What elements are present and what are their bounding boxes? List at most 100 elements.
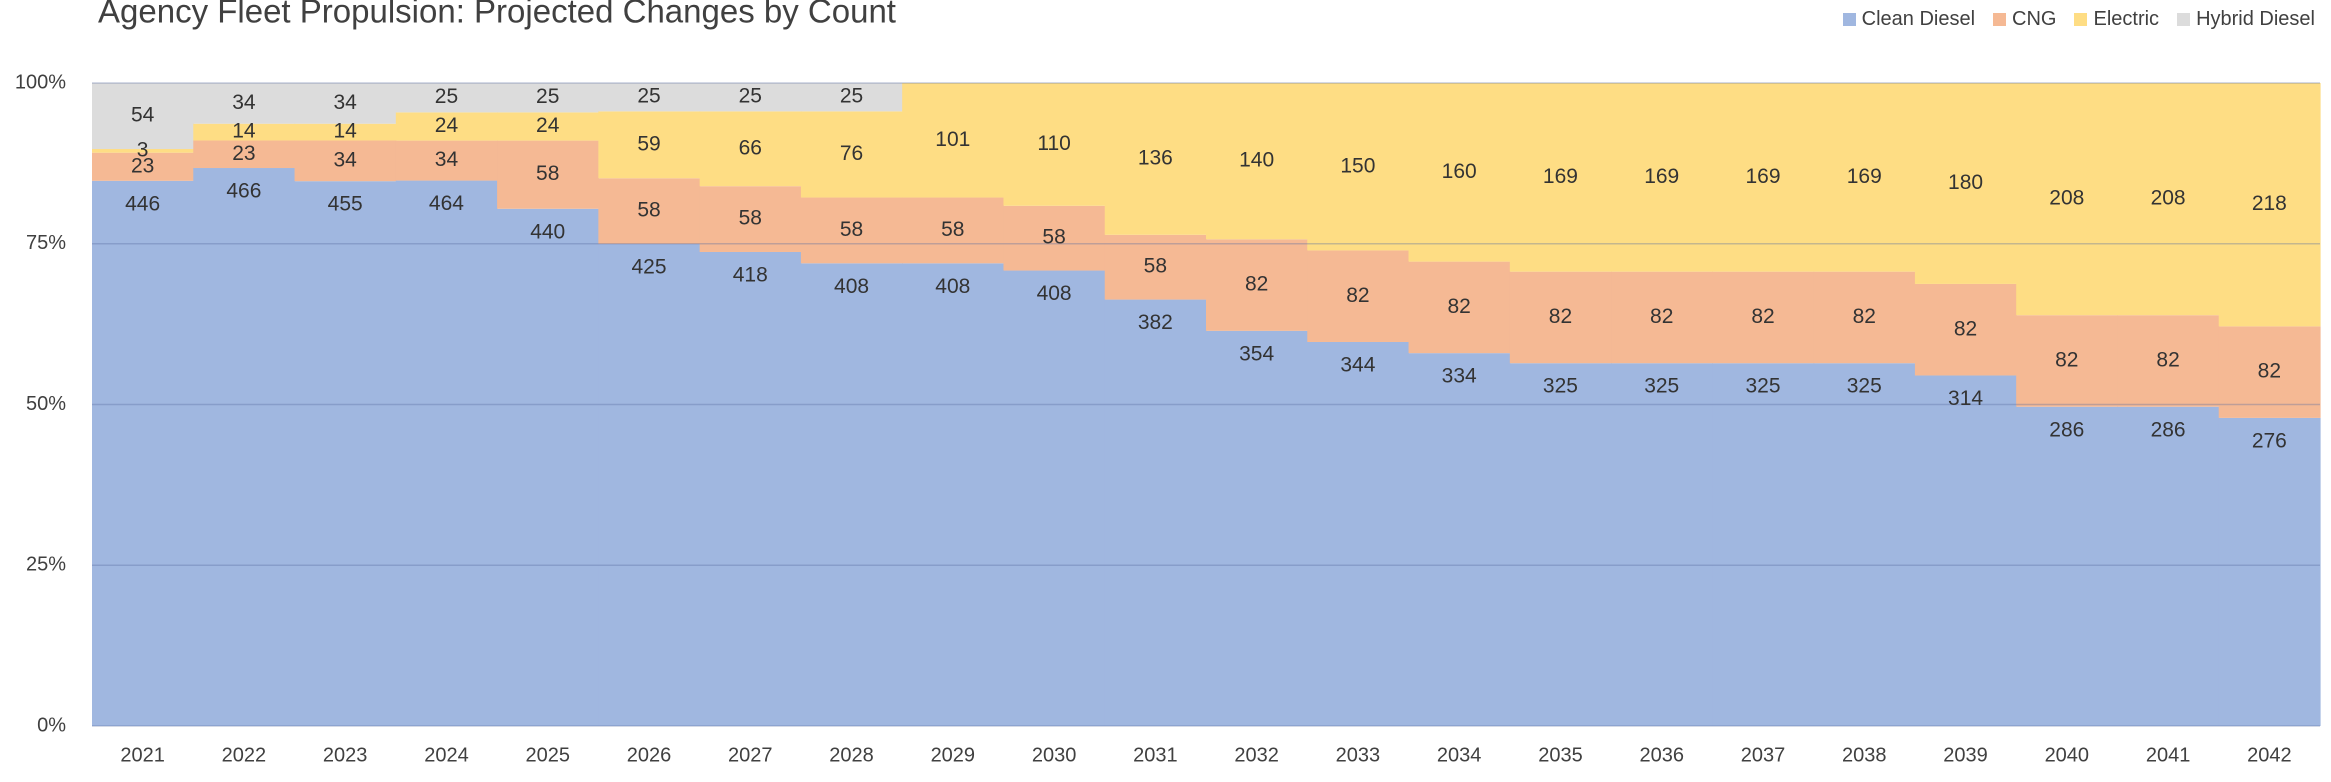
y-tick-label: 0% [37,714,66,736]
data-label: 24 [435,114,459,137]
x-tick-label: 2033 [1336,744,1381,766]
area-segment [2016,83,2119,316]
data-label: 58 [1144,255,1167,278]
data-label: 354 [1239,342,1274,365]
area-segment [1813,83,1916,272]
y-tick-label: 100% [15,71,66,93]
legend-item: Hybrid Diesel [2177,8,2315,31]
grid [92,82,2320,727]
area-segment [1509,363,1612,726]
y-tick-label: 50% [26,393,66,415]
data-label: 82 [2156,349,2179,372]
x-tick-label: 2037 [1741,744,1786,766]
legend-item: CNG [1993,8,2056,31]
legend-label: Electric [2093,8,2160,30]
area-segment [497,140,599,209]
x-tick-label: 2041 [2146,744,2191,766]
area-segment [92,152,194,181]
area-segment [800,83,903,112]
data-label: 110 [1037,132,1070,155]
data-label: 325 [1847,375,1882,398]
area-segment [193,168,296,726]
data-label: 82 [1650,305,1673,328]
x-tick-label: 2025 [525,744,570,766]
data-label: 455 [328,193,363,216]
area-segment [395,140,498,181]
x-tick-label: 2032 [1234,744,1279,766]
area-segment [1813,363,1916,726]
legend-label: CNG [2012,8,2057,30]
area-segment [1307,341,1410,726]
x-tick-label: 2034 [1437,744,1482,766]
legend-label: Clean Diesel [1861,8,1976,30]
data-label: 25 [637,85,660,108]
x-tick-label: 2021 [120,744,165,766]
area-segment [1104,83,1207,235]
data-label: 208 [2151,187,2186,210]
area-segment [2218,326,2321,418]
area-segment [92,83,194,150]
data-label: 446 [125,192,160,215]
x-tick-label: 2031 [1133,744,1178,766]
area-segment [1509,83,1612,272]
legend-swatch [1842,13,1856,26]
area-segment [2117,315,2220,407]
area-segment [497,83,599,113]
x-tick-label: 2035 [1538,744,1583,766]
data-label: 169 [1847,165,1882,188]
area-segment [902,83,1005,198]
data-label: 25 [435,85,458,108]
area-segment [1003,270,1106,726]
data-label: 82 [1245,273,1268,296]
area-segment [699,186,802,252]
data-label: 82 [1346,284,1369,307]
y-tick-label: 75% [26,232,66,254]
data-label: 440 [530,220,565,243]
area-segment [193,140,296,169]
area-segment [294,181,397,726]
area-segment [1206,83,1308,240]
x-tick-label: 2027 [728,744,773,766]
data-label: 218 [2252,192,2287,215]
data-label: 34 [334,148,358,171]
data-label: 140 [1239,149,1274,172]
legend-label: Hybrid Diesel [2196,8,2315,30]
data-label: 276 [2252,429,2287,452]
area-segment [598,244,701,726]
data-label: 160 [1442,160,1477,183]
area-segment [1206,330,1308,726]
area-segment [395,83,498,113]
area-segment [1408,353,1511,726]
data-label: 334 [1442,365,1477,388]
area-segment [1104,299,1207,726]
data-label: 25 [840,85,863,108]
area-segment [699,111,802,187]
area-segment [598,111,701,179]
data-label: 82 [1954,317,1977,340]
legend-item: Clean Diesel [1842,8,1976,31]
area-segment [2117,406,2220,726]
area-segment [92,149,194,153]
data-label: 14 [334,120,358,143]
area-segment [1408,261,1511,354]
data-label: 101 [935,128,970,151]
area-segment [2218,417,2321,726]
area-segment [92,180,194,726]
data-label: 408 [935,275,970,298]
data-label: 82 [1853,305,1876,328]
data-label: 82 [2055,349,2078,372]
data-label: 180 [1948,171,1983,194]
data-label: 58 [1042,226,1065,249]
data-label: 325 [1543,375,1578,398]
area-segment [699,83,802,112]
area-segment [1712,363,1815,726]
area-segment [1611,363,1713,726]
data-label: 82 [1448,295,1471,318]
area-segment [497,208,599,726]
data-label: 464 [429,192,464,215]
x-tick-label: 2038 [1842,744,1887,766]
data-label: 23 [232,142,255,165]
data-label: 82 [1549,305,1572,328]
area-segment [2016,406,2119,726]
